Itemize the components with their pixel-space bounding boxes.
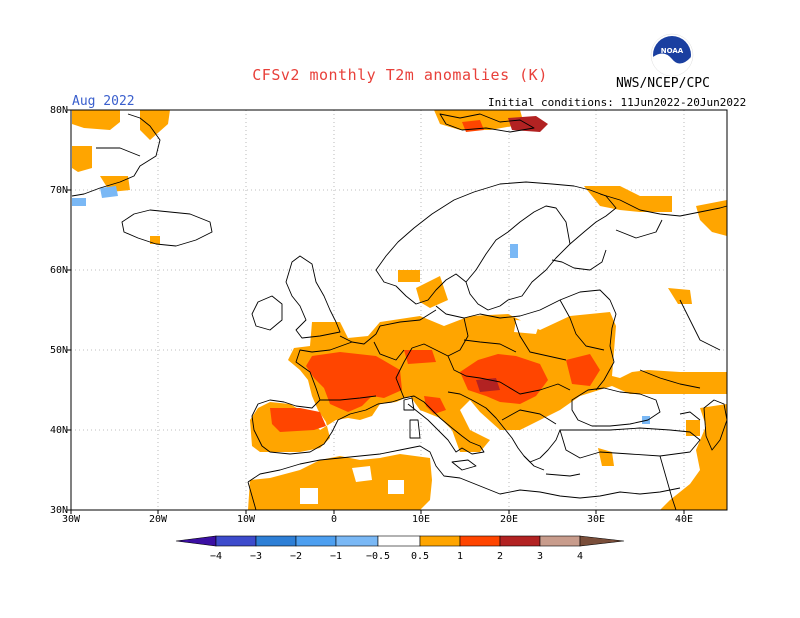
lat-label: 50N xyxy=(49,345,68,356)
lon-label: 30E xyxy=(586,514,606,525)
lon-label: 20W xyxy=(148,514,168,525)
valid-month: Aug 2022 xyxy=(72,94,135,109)
lon-label: 0 xyxy=(330,514,338,525)
lat-label: 30N xyxy=(49,505,68,516)
colorbar-label: 0.5 xyxy=(410,551,430,562)
noaa-logo-icon: NOAA xyxy=(650,33,694,77)
colorbar-label: 3 xyxy=(536,551,544,562)
colorbar-label: −3 xyxy=(249,551,263,562)
lat-label: 60N xyxy=(49,265,68,276)
colorbar-label: 4 xyxy=(576,551,584,562)
lon-label: 30W xyxy=(61,514,81,525)
colorbar-label: −1 xyxy=(329,551,343,562)
lon-label: 40E xyxy=(674,514,694,525)
lat-label: 40N xyxy=(49,425,68,436)
colorbar-label: −4 xyxy=(209,551,223,562)
agency-label: NWS/NCEP/CPC xyxy=(616,76,710,91)
colorbar-label: −0.5 xyxy=(365,551,391,562)
lon-label: 10W xyxy=(236,514,256,525)
colorbar-label: 2 xyxy=(496,551,504,562)
page-title: CFSv2 monthly T2m anomalies (K) xyxy=(252,66,548,84)
lat-label: 80N xyxy=(49,105,68,116)
initial-conditions: Initial conditions: 11Jun2022-20Jun2022 xyxy=(488,96,747,109)
logo-text: NOAA xyxy=(661,47,684,55)
lon-label: 10E xyxy=(411,514,431,525)
colorbar-label: −2 xyxy=(289,551,303,562)
colorbar-label: 1 xyxy=(456,551,464,562)
lon-label: 20E xyxy=(499,514,519,525)
lat-label: 70N xyxy=(49,185,68,196)
